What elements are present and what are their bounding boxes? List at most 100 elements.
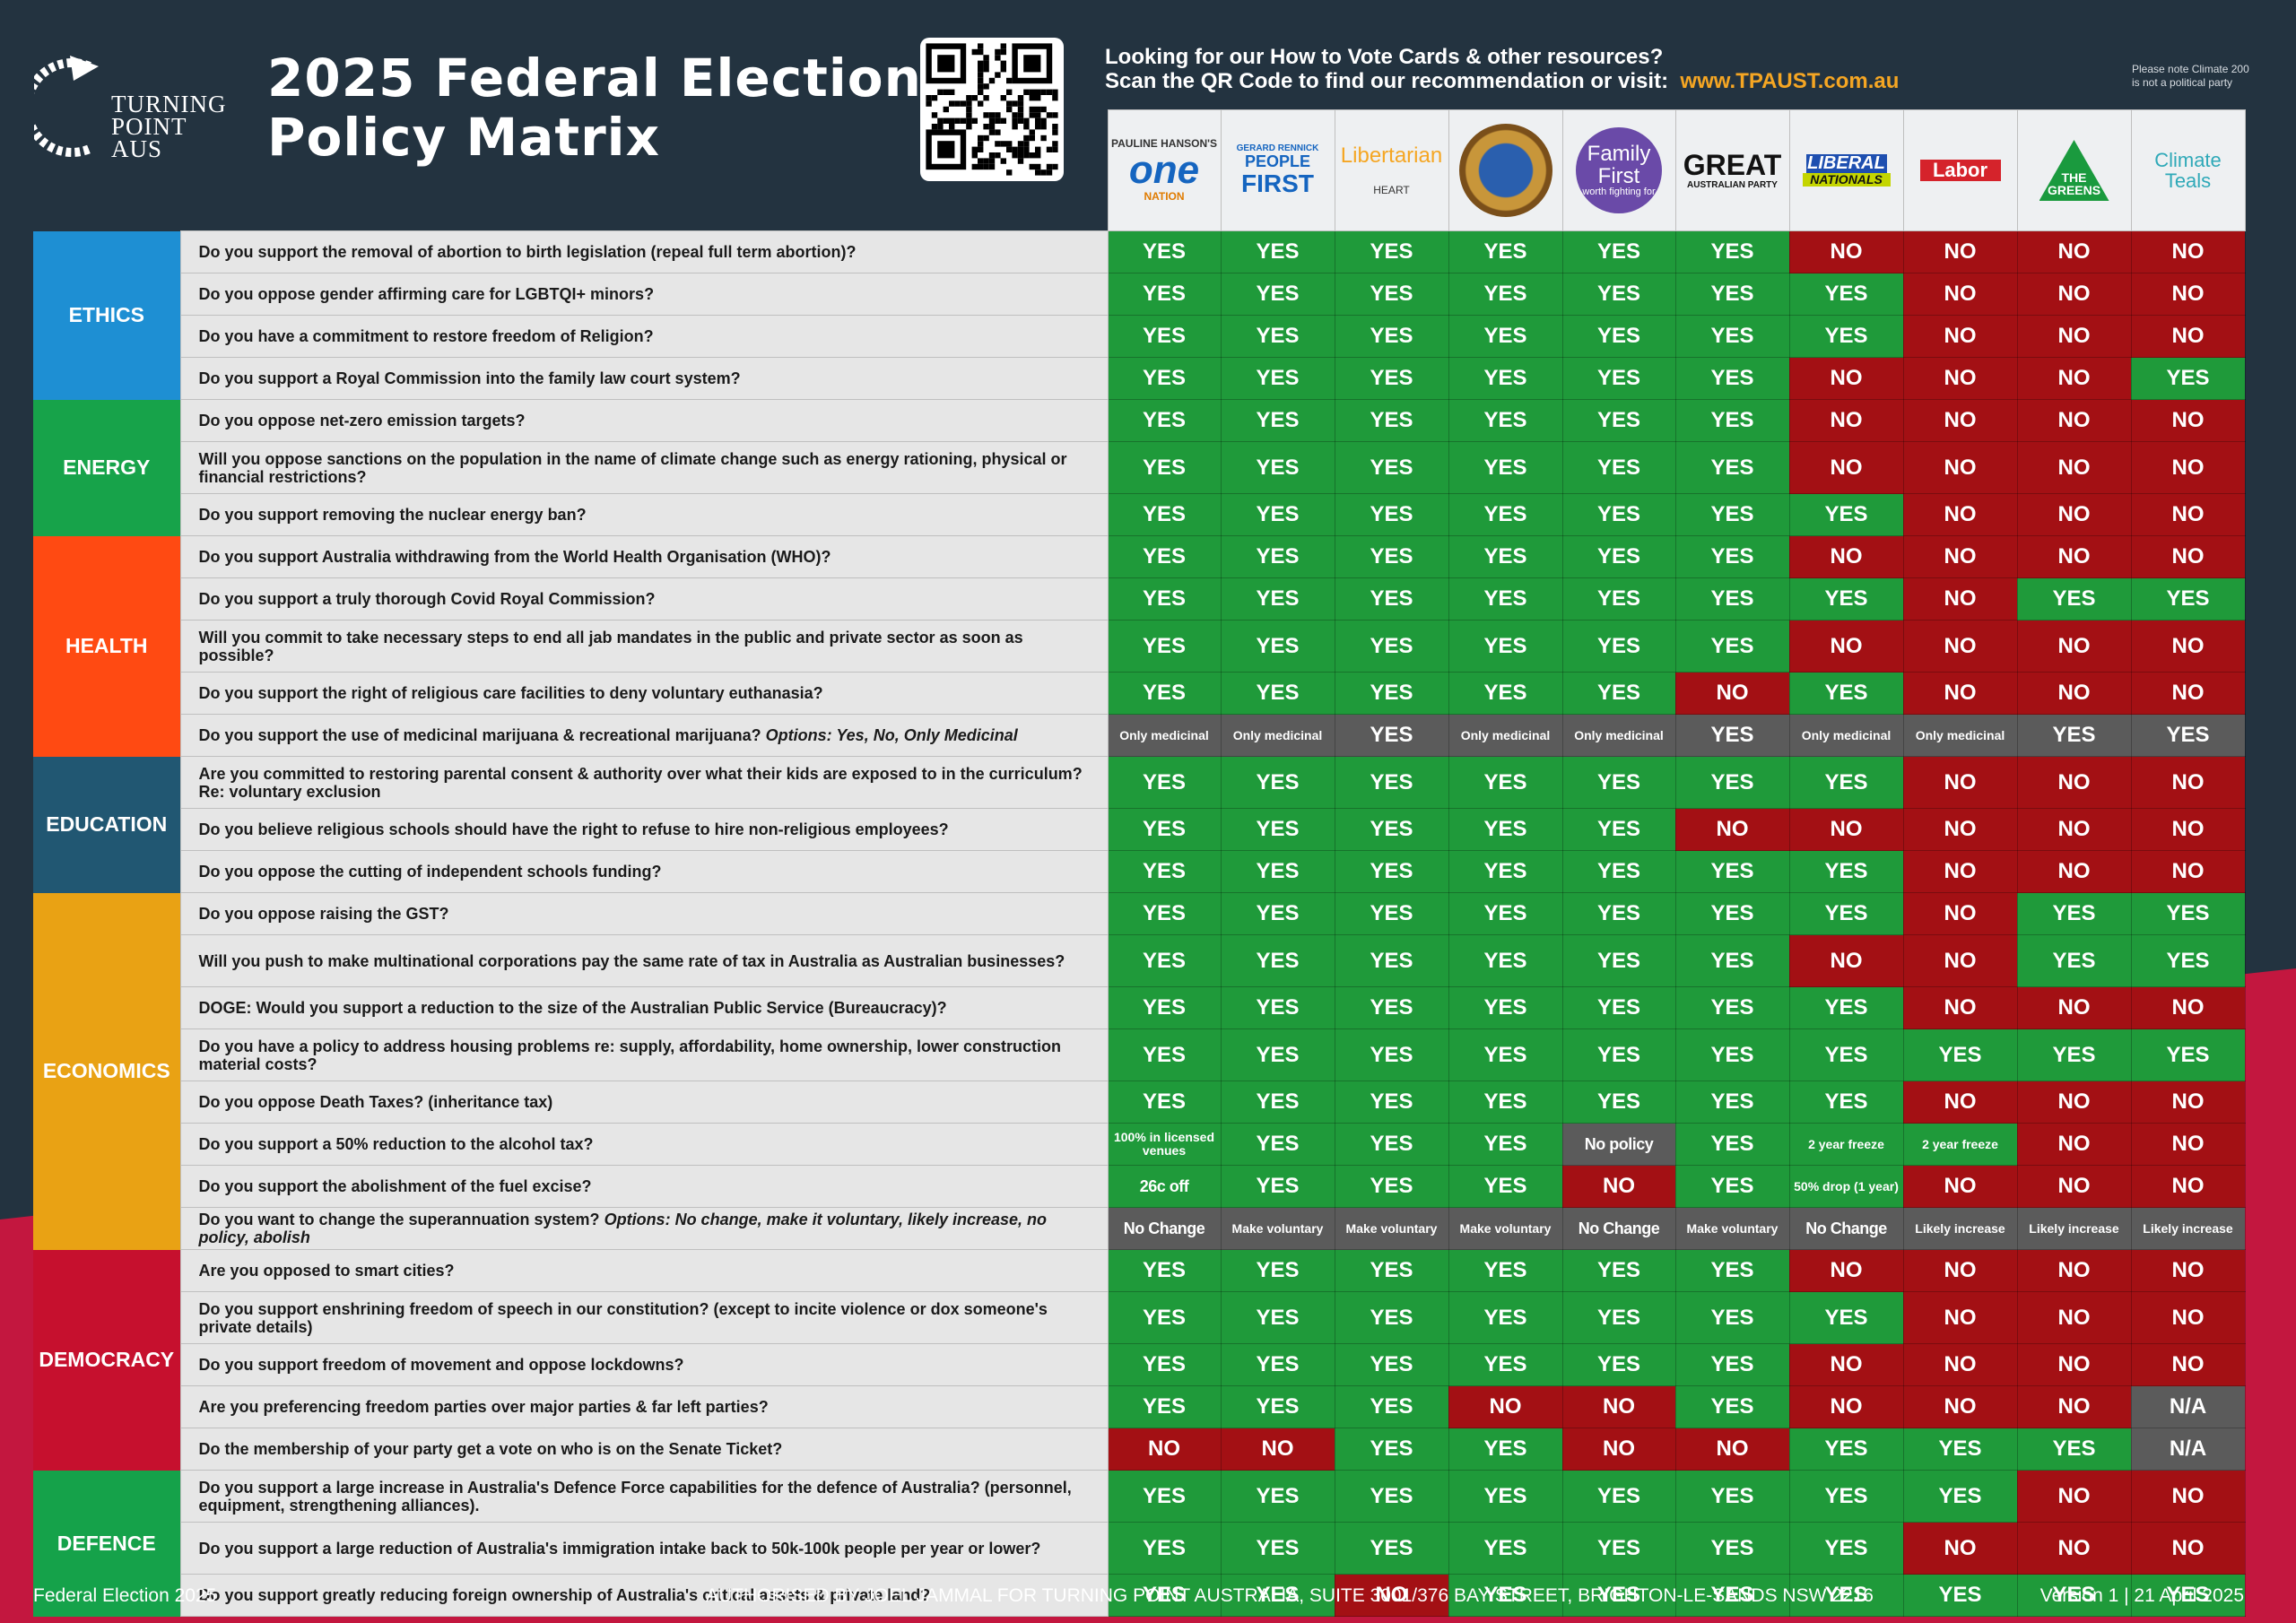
- party-logo-3: Libertarian HEART: [1334, 109, 1449, 231]
- party-logo-8: Labor: [1902, 109, 2018, 231]
- answer-cell: YES: [1561, 535, 1676, 578]
- answer-cell: NO: [2016, 1343, 2132, 1386]
- answer-cell: Make voluntary: [1674, 1207, 1790, 1250]
- qr-module: [1029, 112, 1035, 118]
- answer-cell: NO: [1902, 1522, 2018, 1575]
- answer-cell: YES: [1107, 850, 1222, 893]
- answer-cell: YES: [1220, 577, 1335, 621]
- policy-question: Do the membership of your party get a vo…: [179, 1428, 1109, 1471]
- policy-question: Do you support greatly reducing foreign …: [179, 1574, 1109, 1617]
- qr-module: [1006, 77, 1013, 84]
- info-line1: Looking for our How to Vote Cards & othe…: [1105, 45, 1664, 69]
- party-logo-text: PAULINE HANSON'S: [1111, 137, 1217, 151]
- org-name-line1: TURNING: [111, 91, 227, 117]
- question-text: Will you oppose sanctions on the populat…: [198, 449, 1067, 486]
- policy-question: Will you push to make multinational corp…: [179, 934, 1109, 987]
- question-options: Options: Yes, No, Only Medicinal: [765, 726, 1018, 744]
- qr-module: [1006, 89, 1013, 95]
- policy-question: Do you support a truly thorough Covid Ro…: [179, 577, 1109, 621]
- answer-cell: YES: [1674, 1470, 1790, 1523]
- qr-module: [1023, 117, 1030, 124]
- answer-cell: YES: [1674, 756, 1790, 809]
- answer-cell: YES: [1674, 1343, 1790, 1386]
- answer-cell: NO: [1788, 441, 1904, 494]
- qr-module: [949, 124, 955, 130]
- qr-module: [937, 124, 944, 130]
- answer-cell: NO: [2130, 230, 2246, 273]
- qr-module: [988, 152, 996, 159]
- table-row: Do you have a policy to address housing …: [33, 1028, 2246, 1081]
- answer-cell: NO: [1561, 1385, 1676, 1428]
- table-row: Do you support enshrining freedom of spe…: [33, 1291, 2246, 1344]
- note-line2: is not a political party: [2132, 76, 2233, 89]
- answer-cell: YES: [1334, 986, 1449, 1029]
- policy-question: Do you support the removal of abortion t…: [179, 230, 1109, 273]
- answer-cell: YES: [1107, 986, 1222, 1029]
- qr-module: [978, 163, 984, 170]
- answer-cell: NO: [1674, 808, 1790, 851]
- question-text: Do you support freedom of movement and o…: [198, 1356, 684, 1374]
- answer-cell: YES: [1674, 1522, 1790, 1575]
- policy-question: DOGE: Would you support a reduction to t…: [179, 986, 1109, 1029]
- answer-cell: NO: [1788, 357, 1904, 400]
- qr-module: [1046, 112, 1053, 118]
- answer-cell: YES: [1448, 1028, 1563, 1081]
- answer-cell: NO: [1902, 672, 2018, 715]
- qr-module: [1035, 124, 1041, 130]
- party-logo-text: NATION: [1144, 190, 1185, 204]
- answer-cell: NO: [1788, 620, 1904, 673]
- answer-cell: Likely increase: [2130, 1207, 2246, 1250]
- answer-cell: Only medicinal: [1561, 714, 1676, 757]
- answer-cell: YES: [1561, 1470, 1676, 1523]
- answer-cell: YES: [1674, 315, 1790, 358]
- qr-code[interactable]: [920, 38, 1064, 181]
- answer-cell: NO: [2016, 1470, 2132, 1523]
- answer-cell: NO: [2016, 535, 2132, 578]
- qr-module: [1017, 112, 1024, 118]
- answer-cell: NO: [2016, 357, 2132, 400]
- answer-cell: YES: [1788, 315, 1904, 358]
- party-logo-text: THE: [2061, 169, 2087, 185]
- qr-module: [1052, 124, 1058, 130]
- table-row: Do the membership of your party get a vo…: [33, 1428, 2246, 1471]
- party-logo-text: NATIONALS: [1802, 173, 1891, 187]
- question-text: Are you preferencing freedom parties ove…: [198, 1398, 769, 1416]
- question-text: Will you push to make multinational corp…: [198, 951, 1065, 970]
- answer-cell: NO: [2130, 441, 2246, 494]
- answer-cell: NO: [1674, 672, 1790, 715]
- qr-module: [1000, 158, 1006, 164]
- answer-cell: YES: [1561, 756, 1676, 809]
- qr-module: [1029, 95, 1035, 101]
- answer-cell: YES: [1107, 357, 1222, 400]
- question-text: Do you support a large reduction of Aust…: [198, 1539, 1041, 1558]
- title-line2: Policy Matrix: [267, 107, 660, 168]
- answer-cell: YES: [1220, 1165, 1335, 1208]
- answer-cell: YES: [1448, 1249, 1563, 1292]
- answer-cell: YES: [1561, 892, 1676, 935]
- qr-module: [1006, 106, 1013, 113]
- answer-cell: YES: [1334, 1123, 1449, 1166]
- answer-cell: YES: [1788, 273, 1904, 316]
- answer-cell: YES: [1902, 1028, 2018, 1081]
- answer-cell: YES: [1220, 808, 1335, 851]
- answer-cell: YES: [1107, 1470, 1222, 1523]
- question-text: Do you support the abolishment of the fu…: [198, 1177, 592, 1195]
- answer-cell: YES: [1334, 1291, 1449, 1344]
- answer-cell: YES: [1334, 441, 1449, 494]
- answer-cell: YES: [2130, 934, 2246, 987]
- answer-cell: NO: [1448, 1385, 1563, 1428]
- website-link[interactable]: www.TPAUST.com.au: [1680, 69, 1900, 93]
- qr-module: [1012, 112, 1018, 118]
- answer-cell: 2 year freeze: [1788, 1123, 1904, 1166]
- qr-module: [926, 100, 932, 107]
- party-logo-text: worth fighting for: [1582, 187, 1656, 198]
- answer-cell: NO: [2016, 1522, 2132, 1575]
- qr-module: [1029, 89, 1035, 95]
- answer-cell: YES: [1674, 1574, 1790, 1617]
- answer-cell: YES: [1674, 1165, 1790, 1208]
- category-energy: ENERGY: [33, 399, 180, 536]
- qr-module: [931, 124, 938, 130]
- answer-cell: YES: [1107, 535, 1222, 578]
- answer-cell: NO: [2130, 986, 2246, 1029]
- answer-cell: YES: [1334, 399, 1449, 442]
